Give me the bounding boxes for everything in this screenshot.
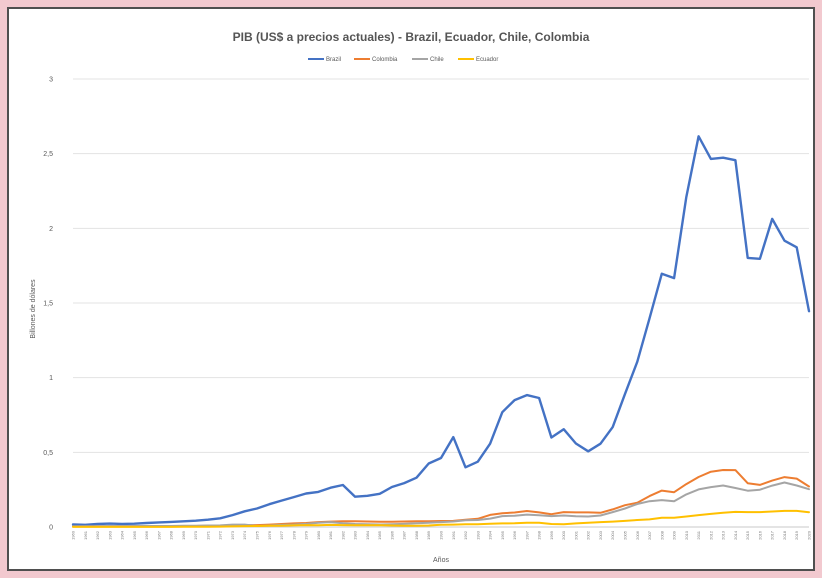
x-tick-label: 1960 xyxy=(71,530,76,540)
x-tick-label: 1962 xyxy=(95,530,100,540)
x-tick-label: 2007 xyxy=(647,530,652,540)
x-tick-label: 1989 xyxy=(426,530,431,540)
x-tick-label: 1996 xyxy=(512,530,517,540)
x-tick-label: 2003 xyxy=(598,530,603,540)
y-tick-label: 0 xyxy=(49,525,53,532)
x-tick-label: 2005 xyxy=(623,530,628,540)
x-tick-label: 1963 xyxy=(107,530,112,540)
x-tick-label: 2011 xyxy=(696,530,701,539)
x-tick-label: 2009 xyxy=(672,530,677,540)
x-tick-label: 2015 xyxy=(745,530,750,540)
x-tick-label: 1966 xyxy=(144,530,149,540)
x-tick-label: 1990 xyxy=(439,530,444,540)
x-tick-label: 2012 xyxy=(708,530,713,540)
x-tick-label: 2019 xyxy=(794,530,799,540)
x-tick-label: 2000 xyxy=(561,530,566,540)
x-axis-label: Años xyxy=(433,557,449,564)
x-axis-ticks: 1960 1961 1962 1963 1964 1965 1966 1967 1968 1969… xyxy=(71,530,812,540)
x-tick-label: 1969 xyxy=(181,530,186,540)
x-tick-label: 1971 xyxy=(205,530,210,540)
x-tick-label: 2006 xyxy=(635,530,640,540)
legend-label: Brazil xyxy=(326,57,341,63)
x-tick-label: 1980 xyxy=(316,530,321,540)
x-tick-label: 1965 xyxy=(132,530,137,540)
series-lines xyxy=(71,135,811,528)
x-tick-label: 2014 xyxy=(733,530,738,540)
x-tick-label: 2001 xyxy=(573,530,578,540)
gridlines xyxy=(73,78,809,528)
x-tick-label: 2002 xyxy=(586,530,591,540)
x-tick-label: 2020 xyxy=(807,530,812,540)
x-tick-label: 1999 xyxy=(549,530,554,540)
series-line-colombia xyxy=(72,469,810,528)
x-tick-label: 1997 xyxy=(524,530,529,540)
x-tick-label: 1995 xyxy=(500,530,505,540)
x-tick-label: 1964 xyxy=(120,530,125,540)
x-tick-label: 1968 xyxy=(169,530,174,540)
y-tick-label: 2 xyxy=(49,226,53,233)
x-tick-label: 2016 xyxy=(757,530,762,540)
x-tick-label: 1978 xyxy=(291,530,296,540)
x-tick-label: 1967 xyxy=(156,530,161,540)
x-tick-label: 1988 xyxy=(414,530,419,540)
x-tick-label: 1992 xyxy=(463,530,468,540)
legend: Brazil Colombia Chile Ecuador xyxy=(308,57,498,63)
series-line-chile xyxy=(72,481,810,528)
x-tick-label: 2008 xyxy=(659,530,664,540)
x-tick-label: 1985 xyxy=(377,530,382,540)
y-tick-label: 3 xyxy=(49,77,53,84)
chart-title: PIB (US$ a precios actuales) - Brazil, E… xyxy=(233,30,590,44)
x-tick-label: 1975 xyxy=(255,530,260,540)
series-line-brazil xyxy=(71,135,811,526)
x-tick-label: 2017 xyxy=(770,530,775,540)
x-tick-label: 1981 xyxy=(328,530,333,540)
x-tick-label: 2013 xyxy=(721,530,726,540)
x-tick-label: 2010 xyxy=(684,530,689,540)
x-tick-label: 1994 xyxy=(488,530,493,540)
x-tick-label: 1961 xyxy=(83,530,88,540)
y-tick-label: 2,5 xyxy=(43,151,53,158)
y-axis-label: Billones de dólares xyxy=(30,279,37,339)
x-tick-label: 1973 xyxy=(230,530,235,540)
x-tick-label: 1986 xyxy=(389,530,394,540)
legend-label: Chile xyxy=(430,57,444,63)
x-tick-label: 1977 xyxy=(279,530,284,540)
x-tick-label: 2004 xyxy=(610,530,615,540)
x-tick-label: 1970 xyxy=(193,530,198,540)
x-tick-label: 2018 xyxy=(782,530,787,540)
x-tick-label: 1976 xyxy=(267,530,272,540)
chart-frame: PIB (US$ a precios actuales) - Brazil, E… xyxy=(7,7,815,571)
x-tick-label: 1983 xyxy=(353,530,358,540)
y-tick-label: 0,5 xyxy=(43,450,53,457)
y-axis-ticks: 0 0,5 1 1,5 2 2,5 3 xyxy=(43,77,53,532)
x-tick-label: 1972 xyxy=(218,530,223,540)
x-tick-label: 1974 xyxy=(242,530,247,540)
series-line-ecuador xyxy=(72,509,810,528)
x-tick-label: 1993 xyxy=(475,530,480,540)
x-tick-label: 1982 xyxy=(340,530,345,540)
x-tick-label: 1984 xyxy=(365,530,370,540)
x-tick-label: 1991 xyxy=(451,530,456,540)
y-tick-label: 1 xyxy=(49,375,53,382)
x-tick-label: 1998 xyxy=(537,530,542,540)
legend-label: Ecuador xyxy=(476,57,498,63)
x-tick-label: 1979 xyxy=(304,530,309,540)
line-chart: PIB (US$ a precios actuales) - Brazil, E… xyxy=(30,30,812,564)
legend-label: Colombia xyxy=(372,57,398,63)
x-tick-label: 1987 xyxy=(402,530,407,540)
y-tick-label: 1,5 xyxy=(43,301,53,308)
